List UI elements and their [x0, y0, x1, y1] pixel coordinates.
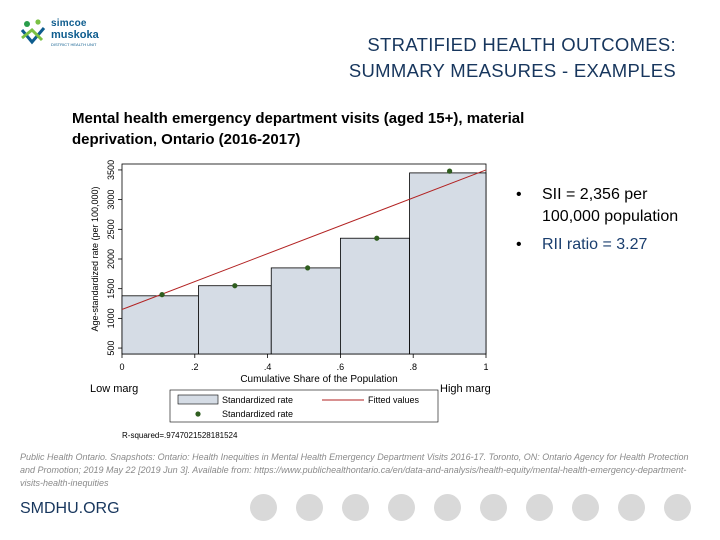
bar-4 — [409, 172, 487, 355]
footer-dot — [296, 494, 323, 521]
logo-line2: muskoka — [51, 29, 99, 41]
r-squared-label: R-squared=.9747021528181524 — [122, 431, 238, 440]
y-tick-label-3: 2000 — [106, 249, 116, 269]
legend-label-line: Fitted values — [368, 395, 420, 405]
footer-dot — [572, 494, 599, 521]
y-tick-label-2: 1500 — [106, 279, 116, 299]
bullet-sii: • SII = 2,356 per 100,000 population — [512, 184, 702, 228]
legend-swatch-bar — [177, 394, 219, 405]
bar-3 — [339, 237, 410, 355]
logo-line1: simcoe — [51, 18, 87, 29]
x-axis-label: Cumulative Share of the Population — [240, 374, 397, 385]
chart: 500 1000 1500 2000 2500 3000 3500 Age-standardi… — [78, 156, 494, 441]
y-tick-label-5: 3000 — [106, 190, 116, 210]
y-tick-label-4: 2500 — [106, 219, 116, 239]
citation: Public Health Ontario. Snapshots: Ontari… — [20, 452, 689, 488]
y-tick-label-1: 1000 — [106, 308, 116, 328]
bullet-sii-text: SII = 2,356 per 100,000 population — [542, 186, 679, 225]
low-marg-label: Low marg — [90, 383, 138, 395]
data-point-0 — [159, 292, 165, 298]
chart-heading-line1: Mental health emergency department visit… — [72, 110, 525, 127]
y-tick-label-6: 3500 — [106, 160, 116, 180]
x-tick-label-2: .4 — [264, 362, 272, 372]
slide-title: STRATIFIED HEALTH OUTCOMES: SUMMARY MEAS… — [349, 32, 676, 84]
bullet-rii: • RII ratio = 3.27 — [512, 234, 702, 256]
bar-0 — [121, 295, 199, 355]
footer-dot — [664, 494, 691, 521]
data-point-2 — [305, 265, 311, 271]
chart-svg: 500 1000 1500 2000 2500 3000 3500 Age-standardi… — [90, 160, 491, 440]
logo-icon — [20, 19, 46, 45]
chart-heading: Mental health emergency department visit… — [72, 108, 652, 150]
footer-dot — [526, 494, 553, 521]
fitted-line — [121, 169, 487, 310]
data-point-3 — [374, 235, 380, 241]
data-point-4 — [447, 168, 453, 174]
footer-decoration — [250, 494, 710, 522]
legend-label-point: Standardized rate — [222, 409, 293, 419]
footer-org: SMDHU.ORG — [20, 500, 120, 517]
data-point-1 — [232, 283, 238, 289]
footer-dot — [342, 494, 369, 521]
slide-title-line1: STRATIFIED HEALTH OUTCOMES: — [367, 34, 676, 55]
footer-dot — [618, 494, 645, 521]
x-tick-label-3: .6 — [337, 362, 345, 372]
bullet-marker: • — [516, 186, 522, 203]
x-tick-label-4: .8 — [409, 362, 417, 372]
legend-label-bar: Standardized rate — [222, 395, 293, 405]
x-tick-label-5: 1 — [483, 362, 488, 372]
y-axis-label: Age-standardized rate (per 100,000) — [90, 186, 100, 331]
y-tick-label-0: 500 — [106, 341, 116, 356]
bullet-marker: • — [516, 236, 522, 253]
x-tick-label-1: .2 — [191, 362, 199, 372]
logo-line3: DISTRICT HEALTH UNIT — [51, 42, 97, 47]
footer-dot — [250, 494, 277, 521]
footer-dot — [388, 494, 415, 521]
summary-bullets: • SII = 2,356 per 100,000 population • R… — [512, 184, 702, 262]
slide-title-line2: SUMMARY MEASURES - EXAMPLES — [348, 60, 676, 81]
footer-dot — [480, 494, 507, 521]
bar-1 — [198, 285, 272, 355]
chart-heading-line2: deprivation, Ontario (2016-2017) — [72, 131, 301, 148]
x-tick-label-0: 0 — [119, 362, 124, 372]
high-marg-label: High marg — [440, 383, 491, 395]
bullet-rii-text: RII ratio = 3.27 — [542, 236, 648, 253]
bar-2 — [270, 267, 341, 355]
footer-dot — [434, 494, 461, 521]
legend-swatch-point — [195, 411, 201, 417]
logo: simcoe muskoka DISTRICT HEALTH UNIT — [18, 14, 118, 54]
